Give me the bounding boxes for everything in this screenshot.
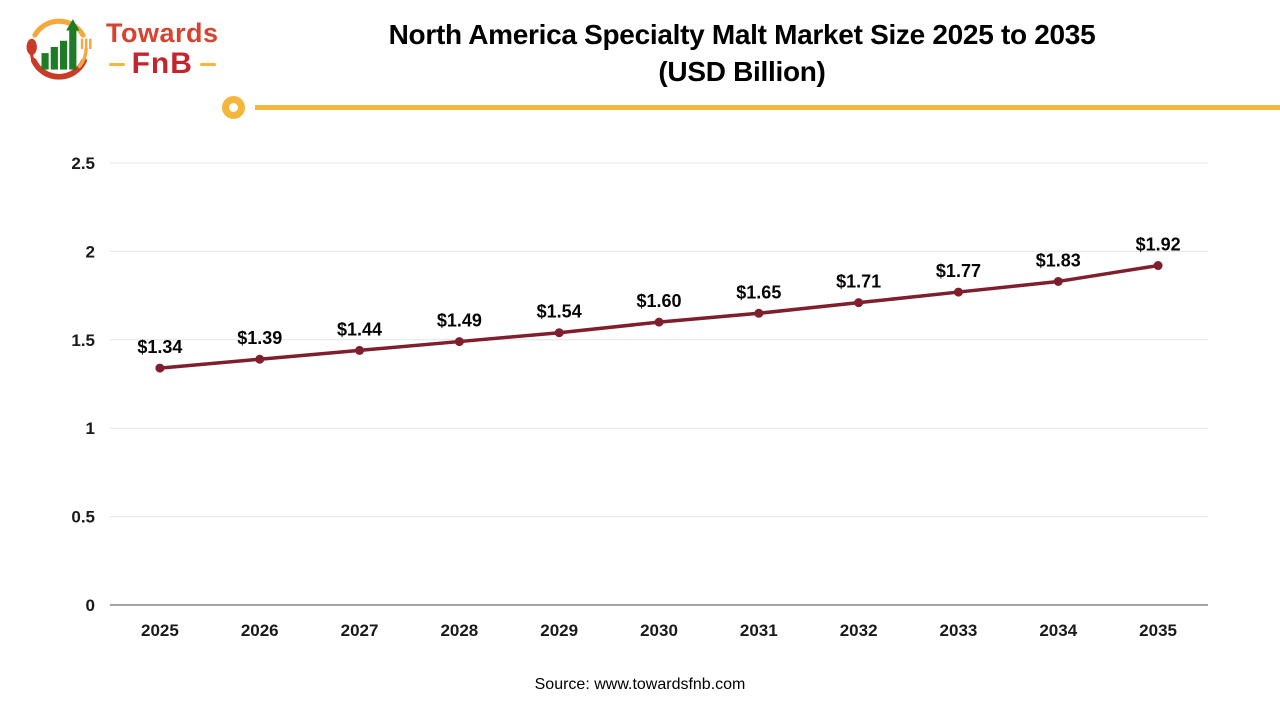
source-note: Source: www.towardsfnb.com — [534, 676, 746, 693]
brand-logo: Towards FnB — [24, 14, 219, 84]
data-point-marker — [953, 287, 963, 297]
data-point-label: $1.77 — [936, 261, 981, 281]
y-tick-label: 0 — [86, 596, 95, 615]
brand-name: Towards — [106, 18, 219, 48]
data-point-label: $1.49 — [437, 311, 482, 331]
data-point-marker — [554, 328, 564, 338]
x-tick-label: 2026 — [241, 621, 279, 640]
data-point-marker — [754, 308, 764, 318]
x-tick-label: 2025 — [141, 621, 179, 640]
y-tick-label: 1.5 — [71, 331, 95, 350]
data-point-marker — [1153, 261, 1163, 271]
data-point-marker — [654, 317, 664, 327]
chart-title: North America Specialty Malt Market Size… — [204, 16, 1280, 90]
y-tick-label: 1 — [86, 419, 95, 438]
brand-logo-text: Towards FnB — [106, 18, 219, 80]
data-point-label: $1.83 — [1036, 250, 1081, 270]
data-point-label: $1.54 — [537, 302, 582, 322]
x-tick-label: 2030 — [640, 621, 678, 640]
x-tick-label: 2029 — [540, 621, 578, 640]
logo-dash-left-icon — [108, 62, 125, 66]
data-point-label: $1.60 — [636, 291, 681, 311]
divider-line — [255, 104, 1280, 110]
x-tick-label: 2032 — [840, 621, 878, 640]
data-point-marker — [1053, 276, 1063, 286]
x-tick-label: 2028 — [440, 621, 478, 640]
towards-fnb-logo-icon — [26, 18, 92, 80]
chart-title-line2: (USD Billion) — [658, 56, 826, 87]
logo-dash-right-icon — [199, 62, 216, 66]
data-point-marker — [355, 345, 365, 355]
data-point-marker — [854, 298, 864, 308]
x-tick-label: 2027 — [341, 621, 379, 640]
y-tick-label: 2.5 — [71, 154, 95, 173]
data-point-label: $1.92 — [1136, 235, 1181, 255]
x-tick-label: 2035 — [1139, 621, 1177, 640]
data-point-marker — [255, 354, 265, 364]
divider-ring-icon — [222, 95, 245, 119]
data-point-label: $1.71 — [836, 272, 881, 292]
x-tick-label: 2034 — [1039, 621, 1077, 640]
data-point-label: $1.34 — [137, 337, 182, 357]
brand-subname: FnB — [131, 47, 193, 80]
data-point-marker — [454, 337, 464, 347]
series-line — [158, 263, 1160, 370]
x-tick-label: 2033 — [940, 621, 978, 640]
data-point-label: $1.44 — [337, 319, 382, 339]
data-point-label: $1.39 — [237, 328, 282, 348]
data-point-label: $1.65 — [736, 282, 781, 302]
accent-divider — [222, 95, 1280, 119]
x-tick-label: 2031 — [740, 621, 778, 640]
chart-title-line1: North America Specialty Malt Market Size… — [388, 19, 1096, 50]
y-tick-label: 2 — [86, 242, 95, 261]
data-point-marker — [155, 363, 165, 373]
y-tick-label: 0.5 — [71, 508, 95, 527]
